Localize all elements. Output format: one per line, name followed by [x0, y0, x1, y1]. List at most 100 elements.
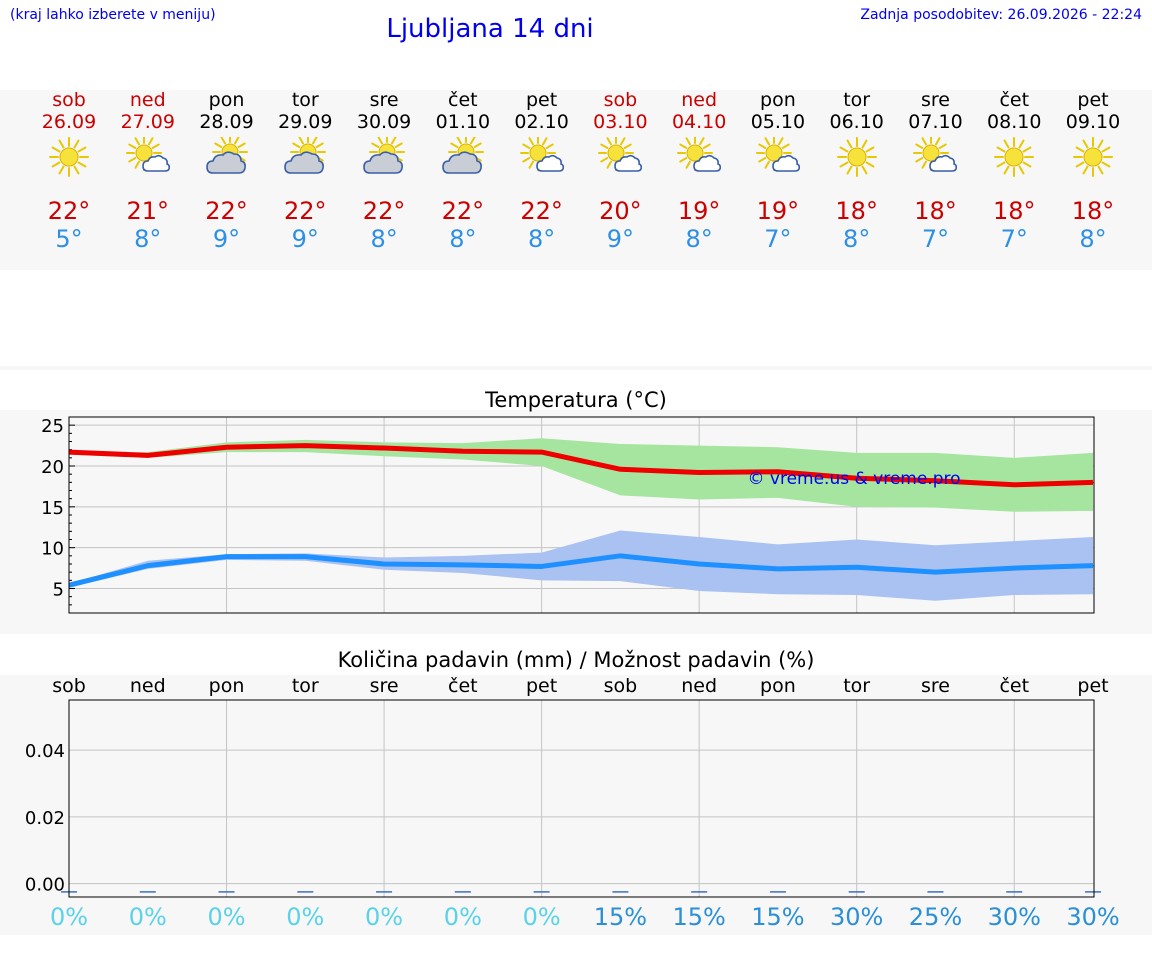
precip-day-label: pon	[208, 675, 245, 697]
sun-small-cloud-icon	[913, 137, 958, 172]
precip-day-label: pet	[526, 675, 558, 697]
sun-small-cloud-icon	[755, 137, 800, 172]
tmin-point	[541, 565, 543, 567]
precip-probability: 15%	[672, 903, 726, 931]
temp-max: 19°	[756, 197, 800, 225]
precip-bar	[848, 891, 865, 893]
day-name: pon	[760, 89, 796, 111]
precip-day-label: ned	[129, 675, 166, 697]
temp-min: 8°	[527, 225, 556, 253]
precip-day-label: pon	[760, 675, 796, 697]
tmin-line	[68, 553, 1094, 588]
temp-min: 7°	[921, 225, 950, 253]
sun-small-cloud-icon	[677, 137, 722, 172]
tmin-point	[1092, 565, 1094, 567]
tmax-point	[1092, 481, 1094, 483]
precip-day-label: ned	[681, 675, 718, 697]
sun-small-cloud-icon	[125, 137, 170, 172]
y-tick-label: 0.02	[25, 808, 65, 829]
tmax-point	[619, 468, 621, 470]
precip-probability: 15%	[751, 903, 805, 931]
precip-chart-title: Količina padavin (mm) / Možnost padavin …	[337, 648, 815, 672]
temp-min: 5°	[55, 225, 83, 253]
precip-bar	[218, 891, 235, 893]
temp-min: 7°	[764, 225, 792, 253]
day-date: 04.10	[671, 111, 727, 133]
precip-bar	[612, 891, 629, 893]
temp-min: 8°	[843, 225, 871, 253]
tmin-point	[147, 565, 149, 567]
temp-max: 22°	[205, 197, 248, 225]
precip-bar	[297, 891, 314, 893]
tmax-point	[856, 477, 858, 479]
precip-probability: 0%	[128, 903, 167, 931]
precip-day-label: tor	[291, 675, 319, 697]
day-name: sob	[52, 89, 86, 111]
precip-day-label: sob	[603, 675, 638, 697]
day-name: pet	[526, 89, 558, 111]
sun-rays	[49, 137, 89, 177]
temp-max: 22°	[441, 197, 485, 225]
day-date: 08.10	[987, 111, 1042, 133]
plot-frame	[68, 699, 1095, 898]
day-name: čet	[448, 89, 478, 111]
precip-bar	[139, 891, 156, 893]
precip-day-label: tor	[843, 675, 871, 697]
day-name: pet	[1077, 89, 1109, 111]
sun-cloud-icon	[442, 137, 484, 174]
sun-rays	[1073, 137, 1113, 177]
precip-day-label: sre	[369, 675, 399, 697]
precip-bar	[769, 891, 786, 893]
day-name: ned	[681, 89, 718, 111]
sun-small-cloud-icon	[598, 137, 643, 172]
precip-probability: 0%	[207, 903, 246, 931]
y-tick-label: 5	[53, 580, 64, 601]
precipitation-chart: 0.00 0.02 0.04	[25, 699, 1102, 898]
temp-min: 9°	[606, 225, 635, 253]
y-tick-label: 10	[41, 539, 64, 560]
precip-probability: 0%	[49, 903, 89, 931]
precip-probability: 30%	[1066, 903, 1120, 931]
temp-max: 21°	[126, 197, 170, 225]
temp-max: 18°	[992, 197, 1036, 225]
tmax-point	[934, 480, 936, 482]
precip-day-label: čet	[448, 675, 478, 697]
sun-cloud-icon	[363, 137, 406, 174]
day-date: 01.10	[435, 111, 491, 133]
precip-day-label: pet	[1077, 675, 1109, 697]
day-name: sre	[920, 89, 950, 111]
watermark: © vreme.us & vreme.pro	[747, 469, 960, 489]
tmax-point	[541, 451, 543, 453]
temp-max: 19°	[677, 197, 721, 225]
day-date: 26.09	[41, 111, 97, 133]
y-tick-label: 0.00	[25, 875, 65, 896]
precip-bar	[533, 891, 550, 893]
y-tick-label: 0.04	[25, 741, 65, 762]
day-date: 02.10	[514, 111, 569, 133]
precip-day-label: čet	[999, 675, 1030, 697]
precip-probability: 0%	[365, 903, 404, 931]
day-date: 03.10	[593, 111, 648, 133]
separator	[0, 366, 1152, 370]
sun-small-cloud-icon	[519, 137, 564, 172]
temp-max: 18°	[914, 197, 957, 225]
temp-min: 8°	[134, 225, 162, 253]
tmin-point	[777, 568, 779, 570]
last-updated: Zadnja posodobitev: 26.09.2026 - 22:24	[860, 7, 1142, 23]
temperature-chart: 5 10 15 20 25 © vreme.us & vreme.pro	[41, 416, 1095, 614]
tmax-point	[383, 447, 385, 449]
sun-icon	[994, 137, 1035, 177]
day-name: ned	[129, 89, 166, 111]
precip-bar	[376, 891, 393, 893]
sun-icon	[49, 137, 89, 177]
day-date: 29.09	[278, 111, 333, 133]
tmax-point	[147, 454, 149, 456]
precip-probability: 30%	[987, 903, 1041, 931]
sun-icon	[836, 137, 877, 177]
y-tick-label: 25	[41, 416, 64, 437]
forecast-band	[0, 90, 1152, 270]
day-date: 05.10	[750, 111, 806, 133]
precip-probability: 0%	[286, 903, 325, 931]
precip-bar	[1085, 891, 1102, 893]
tmax-point	[777, 471, 779, 473]
